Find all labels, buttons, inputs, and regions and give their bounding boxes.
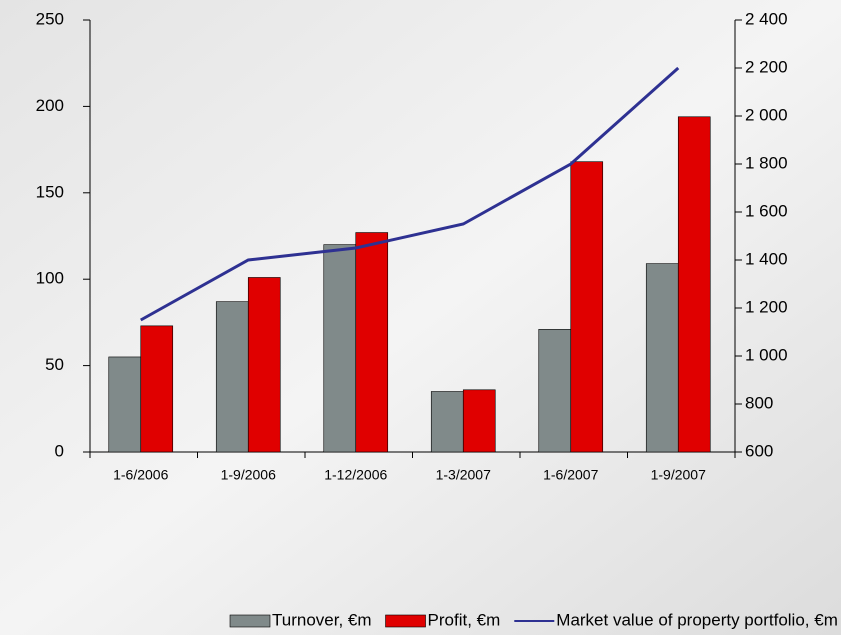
y-tick-label: 200 <box>36 96 64 115</box>
bar <box>539 329 571 452</box>
y-tick-label: 100 <box>36 269 64 288</box>
legend-label: Turnover, €m <box>272 610 372 629</box>
legend-label: Profit, €m <box>428 610 501 629</box>
y-tick-label: 50 <box>45 355 64 374</box>
y2-tick-label: 800 <box>745 393 773 412</box>
bar <box>678 117 710 452</box>
legend-swatch <box>230 615 270 627</box>
chart: 0 50 100 150 200 250 600 800 1 000 1 200 1 400 1 60… <box>0 0 841 635</box>
x-tick-label: 1-9/2007 <box>651 467 706 483</box>
bar <box>216 302 248 452</box>
x-tick-label: 1-12/2006 <box>324 467 387 483</box>
bar <box>248 277 280 452</box>
x-tick-label: 1-9/2006 <box>221 467 276 483</box>
bar <box>109 357 141 452</box>
bar <box>324 245 356 452</box>
y2-tick-label: 1 800 <box>745 153 788 172</box>
y-tick-label: 250 <box>36 9 64 28</box>
x-tick-label: 1-6/2007 <box>543 467 598 483</box>
legend-label: Market value of property portfolio, €m <box>556 610 838 629</box>
background <box>0 0 841 635</box>
y2-tick-label: 600 <box>745 441 773 460</box>
y-tick-label: 0 <box>55 441 64 460</box>
bar <box>463 390 495 452</box>
y-tick-label: 150 <box>36 182 64 201</box>
bar <box>356 233 388 452</box>
y2-tick-label: 2 200 <box>745 57 788 76</box>
y2-tick-label: 1 400 <box>745 249 788 268</box>
y2-tick-label: 2 400 <box>745 9 788 28</box>
y2-tick-label: 1 200 <box>745 297 788 316</box>
bar <box>431 392 463 452</box>
bar <box>571 162 603 452</box>
bar <box>646 264 678 452</box>
y2-tick-label: 1 600 <box>745 201 788 220</box>
y2-tick-label: 2 000 <box>745 105 788 124</box>
x-tick-label: 1-3/2007 <box>436 467 491 483</box>
legend-swatch <box>386 615 426 627</box>
bar <box>141 326 173 452</box>
x-tick-label: 1-6/2006 <box>113 467 168 483</box>
y2-tick-label: 1 000 <box>745 345 788 364</box>
